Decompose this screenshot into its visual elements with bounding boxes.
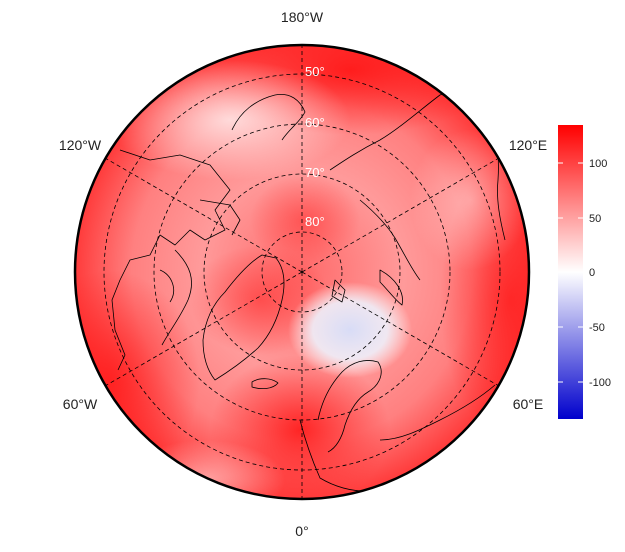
lon-label-180w: 180°W xyxy=(281,9,324,25)
colorbar-tick-neg100: -100 xyxy=(589,377,611,389)
colorbar-tick-50: 50 xyxy=(589,213,601,225)
colorbar-tick-neg50: -50 xyxy=(589,322,605,334)
anomaly-field xyxy=(75,45,529,499)
lat-label-70: 70° xyxy=(305,165,325,180)
colorbar-tick-0: 0 xyxy=(589,267,595,279)
lon-label-0: 0° xyxy=(295,523,308,539)
lon-label-60w: 60°W xyxy=(63,396,98,412)
lat-label-60: 60° xyxy=(305,115,325,130)
colorbar-tick-100: 100 xyxy=(589,158,607,170)
coastlines xyxy=(111,91,506,492)
colorbar: 100 50 0 -50 -100 xyxy=(558,125,611,419)
lat-label-80: 80° xyxy=(305,214,325,229)
lon-label-60e: 60°E xyxy=(513,396,544,412)
map-boundary xyxy=(73,43,531,501)
lat-label-50: 50° xyxy=(305,64,325,79)
lon-label-120w: 120°W xyxy=(59,137,102,153)
lon-label-120e: 120°E xyxy=(509,137,547,153)
graticule xyxy=(103,45,501,499)
